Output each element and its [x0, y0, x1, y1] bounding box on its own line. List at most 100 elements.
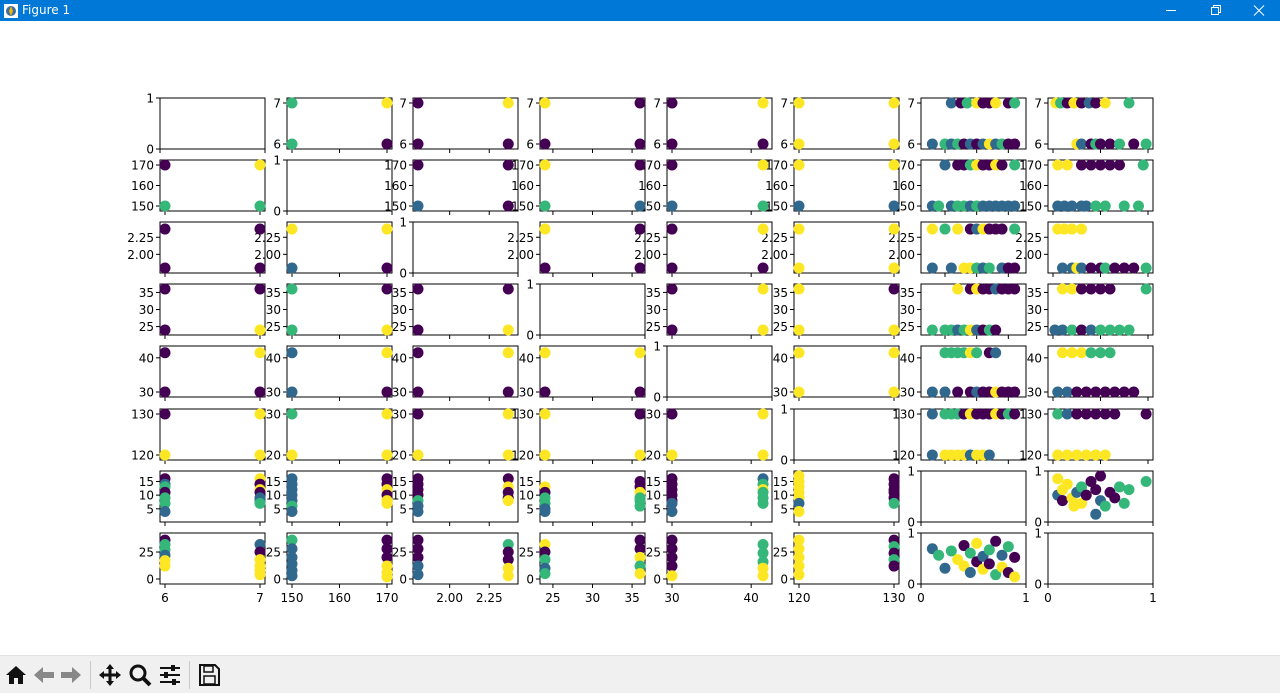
scatter-point	[1104, 324, 1116, 336]
scatter-point	[634, 97, 646, 109]
scatter-point	[888, 223, 900, 235]
y-tick-label: 2.25	[127, 231, 154, 245]
axes-frame-r1c4	[666, 159, 773, 212]
scatter-point	[666, 449, 678, 461]
axes-frame-r2c5	[793, 221, 900, 274]
scatter-point	[539, 546, 551, 558]
scatter-point	[634, 159, 646, 171]
x-tick-label: 2.25	[476, 591, 503, 605]
scatter-point	[1076, 138, 1087, 150]
axes-frame-r3c2	[412, 283, 519, 336]
scatter-point	[757, 283, 769, 295]
scatter-point	[983, 558, 995, 570]
scatter-point	[1090, 508, 1102, 520]
axes-frame-r7c5	[793, 532, 900, 585]
y-tick-label: 2.00	[761, 248, 788, 262]
scatter-point	[757, 449, 769, 461]
close-button[interactable]	[1236, 0, 1280, 21]
scatter-point	[996, 549, 1008, 561]
scatter-point	[634, 500, 646, 512]
x-tick-label: 35	[624, 591, 639, 605]
y-tick-label: 1	[1034, 465, 1042, 479]
y-tick-label: 120	[892, 449, 915, 463]
axes-frame-r1c5	[793, 159, 900, 212]
y-tick-label: 15	[646, 475, 661, 489]
y-tick-label: 35	[646, 286, 661, 300]
minimize-button[interactable]	[1148, 0, 1194, 21]
forward-button[interactable]	[58, 662, 84, 688]
scatter-point	[381, 324, 393, 336]
scatter-point	[926, 449, 938, 461]
scatter-point	[539, 408, 551, 420]
scatter-point	[1085, 475, 1097, 487]
toolbar-separator	[90, 661, 91, 689]
scatter-point	[1085, 283, 1097, 295]
zoom-button[interactable]	[127, 662, 153, 688]
back-button[interactable]	[31, 662, 57, 688]
scatter-point	[1114, 324, 1125, 336]
scatter-point	[1099, 408, 1111, 420]
scatter-point	[412, 408, 424, 420]
figure-canvas[interactable]: 0 1 6 7 6 7 6 7 6 7 6 7 6 7 6 7 150 160 170 0 1 150 160 170 150 1…	[0, 21, 1280, 655]
scatter-point	[159, 347, 171, 359]
y-tick-label: 0	[399, 573, 407, 587]
y-tick-label: 40	[900, 351, 915, 365]
y-tick-label: 30	[646, 303, 661, 317]
scatter-point	[502, 546, 514, 558]
configure-subplots-button[interactable]	[157, 662, 183, 688]
home-button[interactable]	[3, 662, 29, 688]
scatter-point	[793, 223, 805, 235]
scatter-point	[381, 223, 393, 235]
save-button[interactable]	[196, 662, 222, 688]
scatter-point	[1071, 449, 1083, 461]
x-tick-label: 30	[585, 591, 600, 605]
scatter-point	[381, 449, 393, 461]
maximize-button[interactable]	[1192, 0, 1238, 21]
scatter-point	[888, 200, 900, 212]
scatter-point	[502, 283, 514, 295]
y-tick-label: 160	[131, 179, 154, 193]
axes-frame-r1c2	[412, 159, 519, 212]
scatter-point	[1114, 481, 1125, 493]
scatter-point	[1076, 283, 1087, 295]
scatter-point	[926, 408, 938, 420]
y-tick-label: 0	[780, 573, 788, 587]
axes-frame-r4c3	[539, 345, 646, 398]
scatter-point	[412, 506, 424, 518]
x-tick-label: 30	[664, 591, 679, 605]
y-tick-label: 0	[1034, 516, 1042, 530]
y-tick-label: 170	[131, 159, 154, 173]
scatter-point	[254, 283, 266, 295]
scatter-point	[1099, 200, 1111, 212]
y-tick-label: 2.00	[507, 248, 534, 262]
scatter-point	[286, 138, 298, 150]
scatter-point	[412, 386, 424, 398]
scatter-point	[1085, 262, 1097, 274]
scatter-point	[1104, 283, 1116, 295]
y-tick-label: 25	[266, 320, 281, 334]
scatter-point	[539, 97, 551, 109]
scatter-point	[666, 534, 678, 546]
y-tick-label: 30	[139, 303, 154, 317]
scatter-point	[1049, 324, 1061, 336]
scatter-point	[159, 262, 171, 274]
scatter-point	[1099, 449, 1111, 461]
y-tick-label: 10	[392, 489, 407, 503]
scatter-point	[793, 347, 805, 359]
scatter-point	[888, 283, 900, 295]
x-tick-label: 6	[161, 591, 169, 605]
scatter-point	[412, 347, 424, 359]
y-tick-label: 120	[1019, 449, 1042, 463]
pan-button[interactable]	[97, 662, 123, 688]
scatter-point	[286, 506, 298, 518]
scatter-point	[1009, 159, 1021, 171]
y-tick-label: 25	[392, 320, 407, 334]
scatter-point	[757, 262, 769, 274]
scatter-point	[286, 262, 298, 274]
x-tick-label: 40	[744, 591, 759, 605]
axes-frame-r6c4	[666, 470, 773, 523]
y-tick-label: 15	[392, 475, 407, 489]
scatter-point	[757, 408, 769, 420]
y-tick-label: 0	[273, 573, 281, 587]
scatter-point	[757, 138, 769, 150]
